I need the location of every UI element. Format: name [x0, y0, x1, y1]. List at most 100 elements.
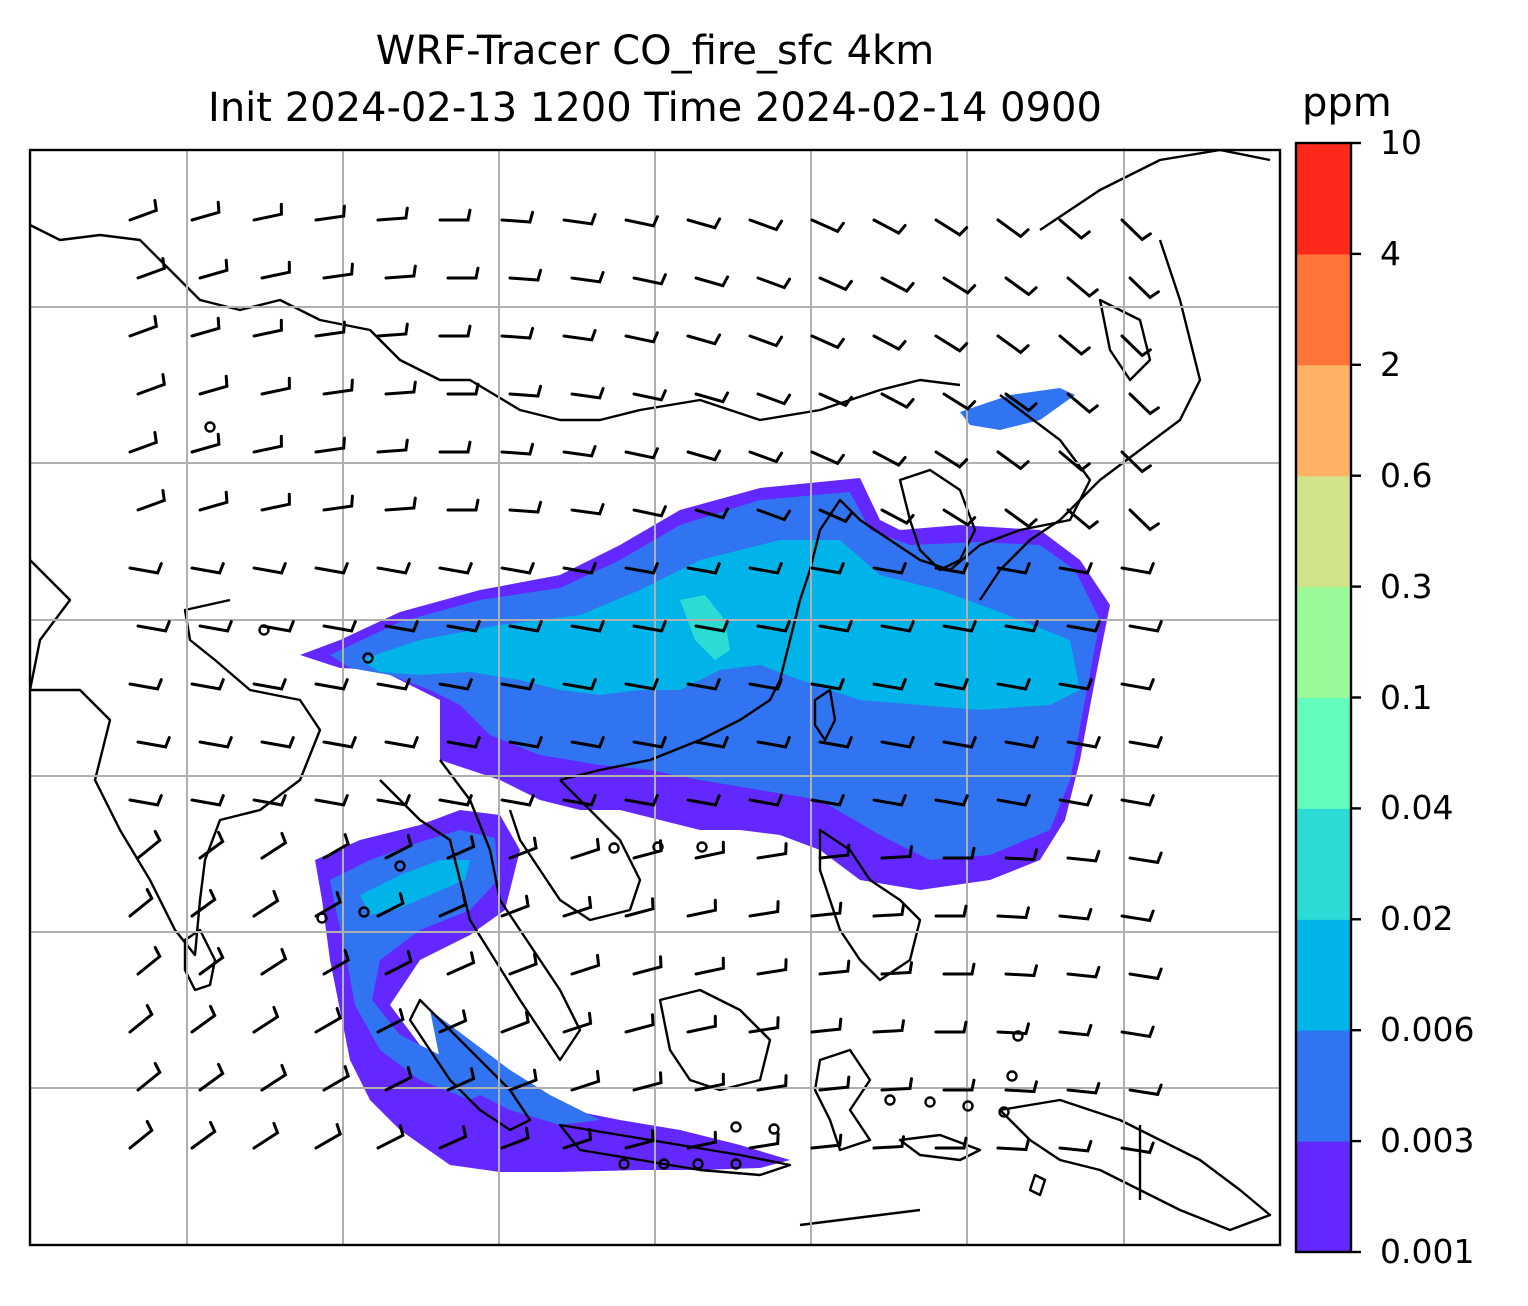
wind-barb	[136, 1062, 162, 1092]
plume-java-band	[430, 1010, 600, 1125]
wind-barb	[438, 893, 468, 918]
wind-barb	[136, 736, 171, 749]
colorbar-tick-label: 0.04	[1380, 788, 1454, 828]
wind-barb	[1128, 392, 1160, 416]
wind-barb	[624, 794, 659, 807]
colorbar-tick-label: 2	[1380, 344, 1401, 384]
wind-barb	[446, 382, 480, 396]
wind-barb	[508, 384, 543, 398]
wind-barb	[136, 489, 166, 512]
wind-barb	[314, 1007, 343, 1034]
wind-barb	[880, 1077, 913, 1092]
calm-wind-circle	[652, 841, 664, 853]
wind-barb	[996, 906, 1030, 920]
coast-india	[30, 559, 322, 957]
wind-barb	[314, 678, 349, 691]
wind-barb	[376, 562, 411, 575]
wind-barb	[934, 1136, 968, 1150]
wind-barb	[632, 505, 667, 518]
wind-barb	[190, 794, 225, 807]
wind-barb	[322, 494, 354, 512]
colorbar-swatch	[1296, 364, 1351, 477]
wind-barb	[1066, 276, 1099, 298]
wind-barb	[384, 620, 419, 633]
wind-barb	[322, 262, 354, 280]
wind-barb	[880, 508, 915, 525]
wind-barb	[260, 376, 291, 396]
wind-barb	[252, 1121, 280, 1150]
coast-island-small	[1028, 1173, 1047, 1197]
wind-barb	[624, 215, 659, 228]
wind-barb	[632, 1071, 663, 1092]
wind-barb	[810, 794, 845, 807]
coast-timor	[898, 1133, 982, 1162]
wind-barb	[686, 1130, 717, 1150]
wind-barb	[384, 496, 417, 512]
wind-barb	[260, 492, 291, 512]
wind-barb	[252, 434, 283, 454]
wind-barb	[934, 450, 969, 469]
wind-barb	[756, 508, 792, 522]
calm-wind-circle	[394, 860, 406, 872]
wind-barb	[942, 1078, 976, 1092]
coast-taiwan	[813, 688, 837, 742]
calm-wind-circle	[962, 1100, 974, 1112]
wind-barb	[508, 736, 543, 749]
wind-barb	[446, 951, 476, 976]
wind-barb	[500, 678, 535, 691]
wind-barb	[198, 490, 229, 512]
wind-barb	[632, 620, 667, 633]
calm-wind-circle	[998, 1106, 1010, 1118]
wind-barb	[446, 498, 480, 512]
wind-barb	[1004, 848, 1038, 862]
wind-barb	[128, 1004, 154, 1034]
calm-wind-circle	[696, 841, 708, 853]
wind-barb	[1058, 1139, 1093, 1153]
colorbar-tick-label: 0.001	[1380, 1232, 1475, 1271]
wind-barb	[748, 334, 784, 348]
wind-barb	[128, 678, 163, 691]
colorbar-swatch	[1296, 586, 1351, 698]
wind-barb	[376, 206, 409, 222]
wind-barb	[190, 678, 225, 691]
wind-barb	[686, 678, 721, 691]
wind-barb	[1058, 562, 1093, 575]
wind-barb	[624, 1129, 655, 1150]
wind-barb	[500, 442, 535, 456]
wind-barb	[996, 1022, 1030, 1036]
wind-barb	[438, 1125, 468, 1150]
wind-barb	[1058, 450, 1091, 472]
wind-barb	[1004, 620, 1039, 633]
colorbar-swatch	[1296, 919, 1351, 1031]
wind-barb	[376, 322, 409, 338]
colorbar-swatch	[1296, 475, 1351, 588]
wind-barb	[748, 678, 783, 691]
wind-barb	[686, 562, 721, 575]
wind-barb	[756, 736, 791, 749]
wind-barb	[384, 264, 417, 280]
map-title-line2: Init 2024-02-13 1200 Time 2024-02-14 090…	[208, 85, 1102, 131]
wind-barb	[632, 955, 663, 976]
wind-barb	[508, 620, 543, 633]
wind-barb	[872, 334, 907, 351]
wind-barb	[996, 794, 1031, 807]
wind-barb	[880, 620, 915, 633]
wind-barb	[624, 678, 659, 691]
wind-barb	[384, 380, 417, 396]
wind-barb	[252, 318, 283, 338]
calm-wind-circle	[358, 906, 370, 918]
wind-barb	[872, 678, 907, 691]
wind-barb	[818, 1075, 851, 1092]
wind-barb	[934, 562, 969, 575]
wind-barb	[446, 835, 476, 860]
wind-barb	[1004, 964, 1038, 978]
wind-barb	[314, 794, 349, 807]
wind-barb	[1120, 218, 1152, 242]
wind-barb	[508, 500, 543, 514]
map-title-line1: WRF-Tracer CO_fire_sfc 4km	[375, 28, 935, 74]
calm-wind-circle	[924, 1096, 936, 1108]
wind-barb	[314, 562, 349, 575]
calm-wind-circle	[608, 842, 620, 854]
colorbar-tick-label: 0.6	[1380, 455, 1433, 495]
wind-barbs	[128, 199, 1163, 1170]
